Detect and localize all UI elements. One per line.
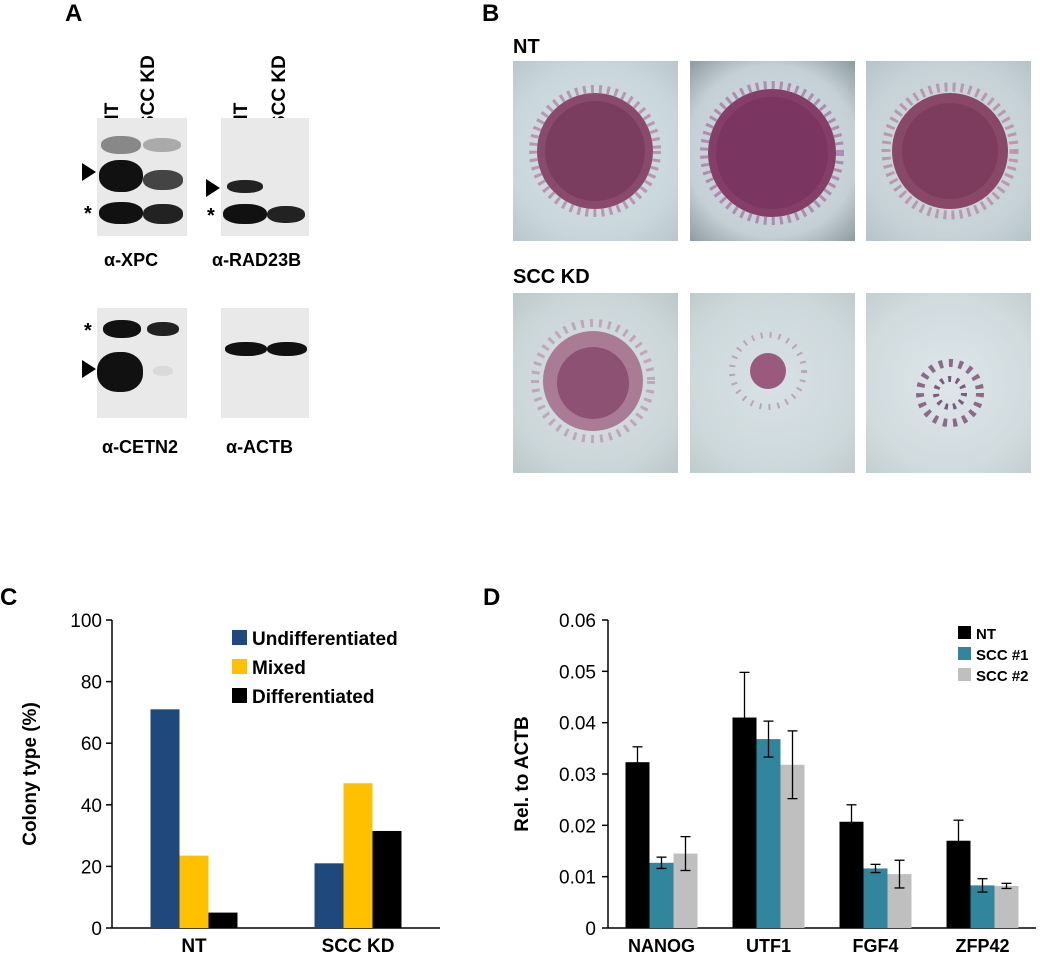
blot-band <box>267 342 307 356</box>
colony-image <box>916 359 984 427</box>
group-label-scc-kd: SCC KD <box>513 266 590 288</box>
blot-cetn2 <box>97 308 187 418</box>
blot-band <box>227 180 263 193</box>
arrowhead-icon <box>206 179 220 197</box>
blot-title-rad23b: α-RAD23B <box>212 250 302 270</box>
legend-label: SCC #1 <box>976 647 1029 664</box>
blot-xpc <box>97 118 187 236</box>
legend-label: NT <box>976 626 996 643</box>
y-tick-label: 0.04 <box>559 714 596 735</box>
legend-label: Mixed <box>252 658 306 679</box>
panel-c-letter: C <box>0 584 18 611</box>
bar-undifferentiated <box>314 863 344 928</box>
bar-differentiated <box>208 912 238 928</box>
bar-scc-1 <box>649 862 674 928</box>
x-tick-label: ZFP42 <box>955 936 1009 956</box>
legend-swatch <box>958 626 971 639</box>
blot-band <box>99 202 143 224</box>
asterisk-marker: * <box>84 203 92 225</box>
y-tick-label: 0 <box>91 919 102 940</box>
colony-image <box>881 82 1019 220</box>
bar-nt <box>839 821 864 928</box>
blot-title-actb: α-ACTB <box>226 437 294 457</box>
blot-band <box>99 160 143 192</box>
bar-mixed <box>343 783 373 928</box>
legend-label: SCC #2 <box>976 668 1029 685</box>
colony-image <box>729 332 807 410</box>
blot-rad23b <box>221 118 309 236</box>
y-tick-label: 0 <box>585 919 596 940</box>
micrograph-nt-3 <box>866 61 1031 241</box>
colony-image <box>531 319 655 443</box>
panel-b-letter: B <box>482 0 500 27</box>
x-tick-label: UTF1 <box>746 936 791 956</box>
arrowhead-icon <box>82 163 96 181</box>
y-tick-label: 60 <box>81 734 102 755</box>
x-tick-label: SCC KD <box>322 936 395 957</box>
y-tick-label: 100 <box>70 611 102 632</box>
micrograph-nt-2 <box>690 61 855 241</box>
y-tick-label: 80 <box>81 673 102 694</box>
group-label-nt: NT <box>513 36 540 58</box>
legend-swatch <box>958 668 971 681</box>
blot-title-xpc: α-XPC <box>104 250 159 270</box>
x-tick-label: FGF4 <box>852 936 898 956</box>
blot-band <box>223 204 267 224</box>
legend-label: Undifferentiated <box>252 629 398 650</box>
micrograph-scc-kd-1 <box>513 293 678 473</box>
arrowhead-icon <box>82 360 96 378</box>
y-tick-label: 0.02 <box>559 816 596 837</box>
panel-d-letter: D <box>483 584 501 611</box>
chart-rel-actb: 0 0.01 0.02 0.03 0.04 0.05 0.06 NANOG UTF1 FGF4 ZF… <box>512 611 1036 956</box>
legend-swatch <box>232 659 247 674</box>
y-tick-label: 20 <box>81 857 102 878</box>
x-tick-label: NANOG <box>628 936 695 956</box>
micrograph-scc-kd-2 <box>690 293 855 473</box>
legend-swatch <box>232 688 247 703</box>
blot-band <box>143 138 181 152</box>
y-tick-label: 0.06 <box>559 611 596 632</box>
blot-band <box>143 170 183 190</box>
blot-band <box>97 352 143 392</box>
blot-band <box>225 342 267 356</box>
y-tick-label: 40 <box>81 796 102 817</box>
legend-swatch <box>958 647 971 660</box>
bar-nt <box>625 762 650 928</box>
blot-band <box>267 206 305 223</box>
bar-scc-1 <box>863 868 888 928</box>
bar-scc-2 <box>994 885 1019 928</box>
y-tick-label: 0.03 <box>559 765 596 786</box>
bar-mixed <box>179 855 209 928</box>
bar-differentiated <box>372 830 402 928</box>
panel-a-letter: A <box>65 0 83 27</box>
blot-band <box>147 322 179 336</box>
blot-band <box>103 320 141 338</box>
blot-band <box>101 136 141 154</box>
y-tick-label: 0.01 <box>559 868 596 889</box>
colony-image <box>529 85 661 217</box>
asterisk-marker: * <box>84 320 92 342</box>
legend-swatch <box>232 630 247 645</box>
y-axis-label: Rel. to ACTB <box>512 716 533 831</box>
bar-undifferentiated <box>150 709 180 928</box>
y-tick-label: 0.05 <box>559 662 596 683</box>
blot-band <box>153 366 173 376</box>
x-tick-label: NT <box>181 936 207 957</box>
blot-band <box>143 204 183 224</box>
colony-image <box>700 81 844 225</box>
asterisk-marker: * <box>207 205 215 227</box>
micrograph-scc-kd-3 <box>866 293 1031 473</box>
y-axis-label: Colony type (%) <box>20 702 41 846</box>
blot-actb <box>221 308 309 418</box>
micrograph-nt-1 <box>513 61 678 241</box>
blot-title-cetn2: α-CETN2 <box>102 437 179 457</box>
legend-label: Differentiated <box>252 687 374 708</box>
chart-colony-type: 0 20 40 60 80 100 NT SCC KD Colony type (%) Undif… <box>20 611 440 957</box>
bar-scc-1 <box>756 739 781 928</box>
